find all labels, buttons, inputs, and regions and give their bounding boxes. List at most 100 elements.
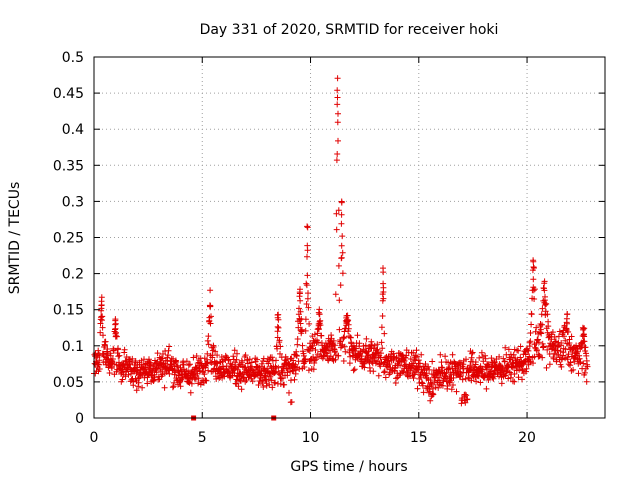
data-point: [485, 377, 492, 383]
data-point: [251, 372, 258, 379]
data-point: [565, 351, 572, 358]
data-point: [354, 332, 361, 339]
data-point: [539, 354, 546, 361]
data-point: [540, 343, 547, 350]
data-point: [330, 337, 337, 344]
data-point: [266, 381, 273, 388]
data-point: [116, 352, 123, 359]
data-point: [171, 379, 177, 386]
data-point: [208, 359, 215, 366]
data-point: [490, 375, 497, 382]
data-point: [510, 351, 517, 358]
data-point: [203, 377, 210, 384]
data-point: [378, 324, 385, 331]
data-point: [100, 350, 107, 357]
data-point: [302, 316, 309, 323]
data-point: [255, 382, 262, 388]
data-point: [422, 361, 429, 367]
y-tick-label: 0.05: [53, 375, 84, 391]
data-point: [476, 354, 483, 361]
data-point: [477, 379, 484, 386]
data-point: [166, 370, 173, 377]
data-point: [315, 326, 322, 333]
data-point: [381, 368, 388, 375]
data-point: [108, 365, 115, 372]
data-point: [207, 359, 214, 366]
data-point: [463, 356, 469, 363]
data-point: [519, 376, 525, 383]
data-point: [523, 368, 529, 375]
data-point: [188, 380, 195, 387]
data-point: [185, 362, 192, 369]
data-point: [201, 371, 208, 378]
data-point: [450, 382, 456, 388]
data-point: [269, 384, 276, 391]
data-point: [580, 360, 587, 367]
data-point: [97, 329, 104, 336]
data-point: [327, 347, 334, 354]
data-point: [378, 339, 385, 346]
data-point: [527, 330, 534, 336]
data-point: [166, 343, 173, 350]
x-tick-label: 10: [302, 430, 320, 446]
data-point: [334, 75, 341, 82]
data-point: [380, 280, 387, 287]
data-point: [294, 336, 301, 342]
data-point: [195, 380, 202, 387]
data-point: [380, 269, 387, 276]
data-point: [98, 314, 104, 321]
x-tick-label: 5: [198, 430, 207, 446]
data-point: [504, 368, 511, 375]
data-point: [309, 342, 316, 349]
data-point: [303, 282, 310, 289]
data-point: [179, 375, 186, 382]
data-point: [418, 379, 425, 386]
data-point: [468, 377, 475, 384]
data-point: [581, 369, 588, 376]
data-point: [207, 287, 214, 294]
data-point: [335, 137, 341, 144]
data-point: [132, 358, 139, 364]
data-point: [498, 380, 505, 387]
data-point: [303, 280, 310, 287]
data-point: [207, 303, 214, 310]
data-point: [511, 371, 518, 377]
data-point: [331, 348, 338, 355]
data-point: [274, 323, 281, 330]
data-point: [378, 350, 384, 357]
data-point: [336, 326, 343, 333]
data-point: [340, 358, 347, 364]
data-point: [98, 307, 105, 314]
data-point: [338, 198, 345, 205]
y-tick-label: 0: [75, 411, 84, 427]
data-point: [432, 374, 439, 380]
data-point: [144, 380, 151, 387]
data-point: [195, 375, 202, 382]
data-point: [568, 333, 575, 340]
data-point: [263, 382, 270, 389]
data-point: [139, 384, 146, 391]
data-point: [102, 338, 109, 345]
y-tick-label: 0.2: [62, 267, 84, 283]
data-point: [239, 359, 246, 366]
data-point: [339, 249, 346, 256]
data-point: [362, 342, 369, 349]
data-point: [558, 340, 565, 346]
data-point: [341, 334, 348, 340]
data-point: [334, 94, 341, 101]
data-point: [206, 314, 213, 321]
data-point: [305, 367, 312, 374]
data-point: [347, 353, 354, 360]
data-point: [273, 357, 279, 364]
data-point: [559, 355, 566, 362]
data-point: [339, 270, 346, 277]
data-point: [304, 242, 311, 249]
data-point: [303, 301, 310, 307]
data-point: [397, 362, 404, 369]
data-point: [363, 335, 370, 342]
data-point: [294, 341, 301, 348]
data-point: [104, 346, 111, 352]
data-point: [379, 313, 386, 319]
data-point: [254, 356, 260, 363]
